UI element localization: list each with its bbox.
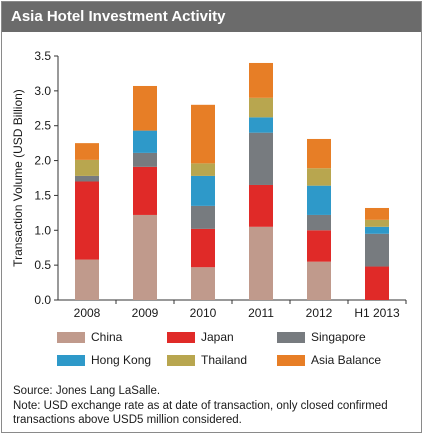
chart-title: Asia Hotel Investment Activity: [11, 8, 226, 25]
legend-label: Japan: [201, 330, 234, 344]
bar-segment-china: [133, 214, 157, 300]
bar-segment-hong-kong: [365, 226, 389, 234]
bar-segment-japan: [75, 181, 99, 260]
bar-segment-singapore: [133, 152, 157, 167]
legend-label: Thailand: [201, 353, 248, 367]
bar-segment-japan: [365, 266, 389, 300]
x-tick-label: 2009: [132, 306, 159, 320]
stacked-bar-chart: 0.0 0.5 1.0 1.5 2.0 2.5 3.0 3.5 2008 2009 2010 2011…: [11, 49, 407, 320]
legend-swatch: [57, 332, 85, 343]
title-bar: Asia Hotel Investment Activity: [2, 2, 421, 32]
legend-swatch: [277, 332, 305, 343]
bar-segment-china: [307, 261, 331, 300]
x-tick-label: 2011: [248, 306, 274, 320]
y-tick-label: 2.5: [34, 119, 51, 133]
bar-segment-hong-kong: [307, 185, 331, 215]
y-tick-label: 0.5: [34, 258, 51, 272]
bar-segment-japan: [249, 184, 273, 227]
bar-segment-thailand: [249, 97, 273, 118]
y-axis-label: Transaction Volume (USD Billion): [11, 89, 25, 267]
legend-label: Asia Balance: [311, 353, 382, 367]
bar-segment-china: [249, 226, 273, 300]
bar-segment-asia-balance: [249, 62, 273, 98]
legend-swatch: [167, 332, 195, 343]
bar-segment-thailand: [365, 219, 389, 227]
legend-label: China: [91, 330, 123, 344]
y-tick-label: 2.0: [34, 154, 51, 168]
y-tick-label: 3.5: [34, 49, 51, 63]
bar-segment-hong-kong: [191, 175, 215, 206]
x-tick-label: 2012: [306, 306, 333, 320]
bar-segment-asia-balance: [75, 143, 99, 160]
x-tick-label: 2010: [190, 306, 217, 320]
bar-segment-hong-kong: [249, 117, 273, 133]
bar-segment-asia-balance: [365, 207, 389, 220]
bar-segment-china: [191, 267, 215, 300]
bar-segment-asia-balance: [191, 104, 215, 164]
legend-label: Hong Kong: [91, 353, 152, 367]
bar-segment-japan: [133, 166, 157, 215]
bar-segment-thailand: [75, 159, 99, 176]
legend-swatch: [57, 355, 85, 366]
bar-segment-japan: [191, 228, 215, 268]
bar-segment-hong-kong: [133, 130, 157, 153]
bar-segment-asia-balance: [133, 85, 157, 131]
bar-segment-china: [75, 259, 99, 300]
y-tick-label: 1.0: [34, 223, 51, 237]
y-tick-label: 0.0: [34, 293, 51, 307]
note-text: Note: USD exchange rate as at date of tr…: [13, 399, 388, 427]
y-tick-label: 3.0: [34, 84, 51, 98]
bar-segment-japan: [307, 230, 331, 262]
x-tick-label: 2008: [74, 306, 101, 320]
legend-swatch: [277, 355, 305, 366]
legend-swatch: [167, 355, 195, 366]
bar-segment-singapore: [307, 214, 331, 231]
bar-segment-asia-balance: [307, 138, 331, 169]
bar-segment-singapore: [191, 205, 215, 229]
footnote: Source: Jones Lang LaSalle. Note: USD ex…: [13, 384, 418, 428]
bar-segment-singapore: [365, 233, 389, 267]
legend-label: Singapore: [311, 330, 366, 344]
bar-segment-singapore: [75, 175, 99, 182]
y-tick-label: 1.5: [34, 188, 51, 202]
source-text: Source: Jones Lang LaSalle.: [13, 385, 161, 397]
bar-segment-thailand: [307, 168, 331, 186]
x-tick-label: H1 2013: [354, 306, 400, 320]
bar-segment-thailand: [191, 163, 215, 176]
bar-segment-singapore: [249, 132, 273, 185]
